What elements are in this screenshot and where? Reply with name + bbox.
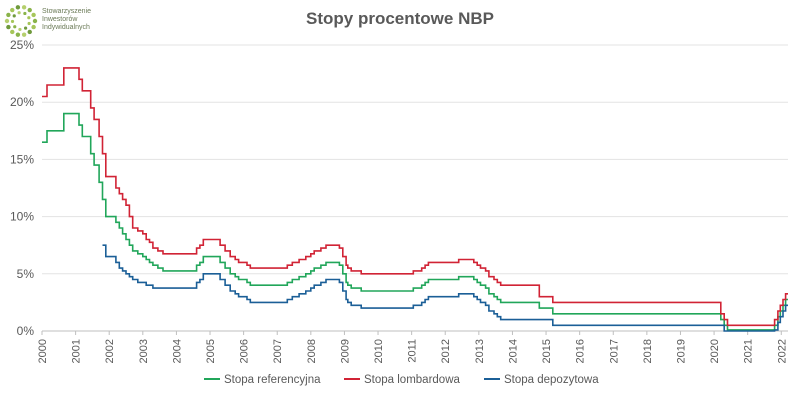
x-tick-label: 2014 [507,339,519,363]
x-tick-label: 2006 [239,339,251,363]
logo-line-1: Stowarzyszenie [42,8,92,15]
logo-dot [15,32,21,37]
legend-item: Stopa lombardowa [344,374,460,390]
logo-dot [12,14,16,18]
x-tick-label: 2001 [71,339,83,363]
x-tick-label: 2011 [407,339,419,363]
legend-swatch [484,377,500,380]
x-tick-label: 2016 [575,339,587,363]
logo-dot [27,29,32,35]
y-tick-label: 0% [17,324,35,338]
x-tick-label: 2002 [104,339,116,363]
x-tick-label: 2010 [373,339,385,363]
y-tick-label: 10% [10,210,34,224]
y-tick-label: 5% [17,267,35,281]
x-tick-label: 2007 [272,339,284,363]
x-tick-label: 2021 [743,339,755,363]
logo-dot [13,25,17,29]
logo-dot [6,12,11,18]
logo: Stowarzyszenie Inwestorów Indywidualnych [4,4,124,37]
x-tick-label: 2015 [541,339,553,363]
x-tick-label: 2018 [642,339,654,363]
logo-dot [6,24,11,30]
x-tick-label: 2022 [776,339,788,363]
x-tick-label: 2000 [37,339,49,363]
x-tick-label: 2009 [339,339,351,363]
logo-dot [21,32,27,37]
logo-dot [31,12,36,18]
logo-dot [23,11,27,16]
legend-item: Stopa referencyjna [204,374,321,390]
dotted-circle-logo-icon [4,5,38,37]
y-tick-label: 25% [10,38,34,52]
x-tick-label: 2003 [138,339,150,363]
logo-dot [27,21,31,26]
series-line-2 [42,67,788,327]
x-tick-label: 2013 [474,339,486,363]
logo-dot [17,11,21,15]
logo-dot [10,19,15,24]
legend-label: Stopa lombardowa [364,374,460,386]
legend-label: Stopa depozytowa [504,374,599,386]
logo-dot [32,18,38,24]
logo-dot [4,18,10,24]
logo-dot [21,5,27,10]
logo-dot [24,26,28,30]
x-tick-label: 2008 [306,339,318,363]
chart-title: Stopy procentowe NBP [306,9,494,28]
logo-dot [10,29,15,35]
logo-line-3: Indywidualnych [42,24,90,31]
logo-dot [18,27,22,32]
legend-item: Stopa depozytowa [484,374,599,390]
series-line-1 [42,112,788,331]
logo-line-2: Inwestorów [42,16,78,23]
axis-layer: 0% 5% 10% 15% 20% 25% 2000 2001 2002 2003 2004 2005… [10,38,788,363]
y-tick-label: 15% [10,152,34,166]
legend-swatch [204,377,220,380]
x-tick-label: 2019 [675,339,687,363]
x-tick-label: 2020 [709,339,721,363]
x-tick-label: 2017 [608,339,620,363]
logo-text: Stowarzyszenie Inwestorów Indywidualnych [42,8,91,32]
logo-dot [10,7,15,13]
x-tick-label: 2012 [440,339,452,363]
series-layer [42,67,788,332]
legend-swatch [344,377,360,380]
y-tick-label: 20% [10,95,34,109]
series-line-3 [102,244,788,332]
x-tick-label: 2004 [171,339,183,363]
logo-dot [27,16,31,20]
chart-legend: Stopa referencyjna Stopa lombardowa Stopa … [196,374,616,390]
logo-dot [31,24,36,30]
logo-dot [15,5,21,10]
x-tick-label: 2005 [205,339,217,363]
logo-dot [27,7,32,13]
grid-layer [42,44,788,332]
legend-label: Stopa referencyjna [224,374,321,386]
